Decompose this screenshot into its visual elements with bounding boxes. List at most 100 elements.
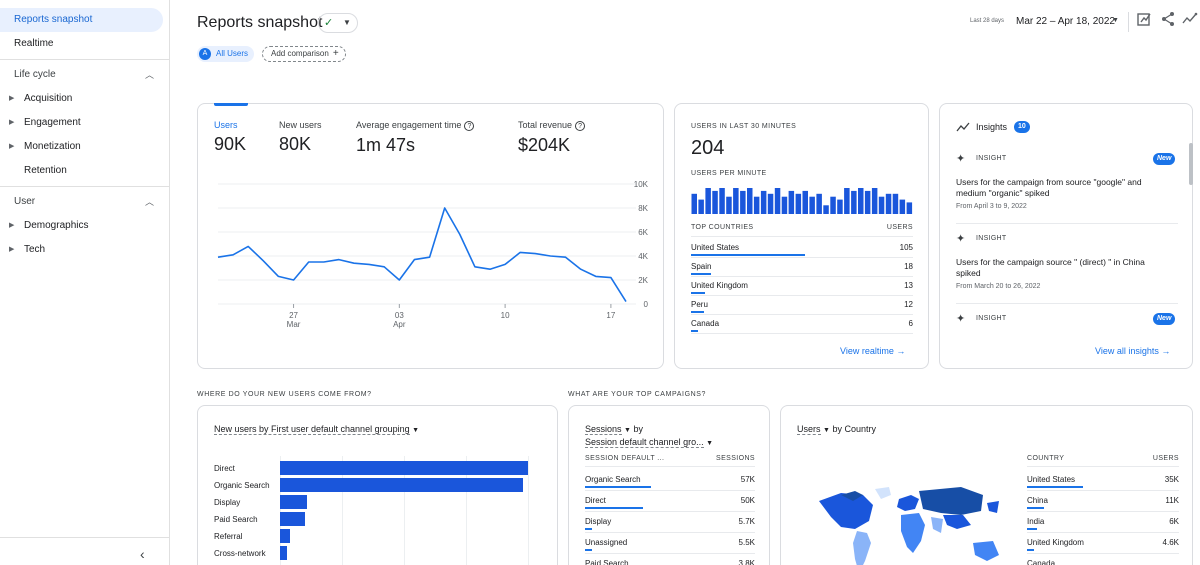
sidebar-section-lifecycle[interactable]: Life cycle ︿ (0, 63, 170, 87)
metric-label: Average engagement time (356, 120, 462, 130)
per-minute-bar[interactable] (823, 205, 829, 214)
channel-bar[interactable] (280, 461, 528, 475)
table-divider (585, 466, 755, 467)
per-minute-bar[interactable] (733, 188, 739, 214)
help-icon[interactable]: ? (464, 120, 475, 131)
channel-bar[interactable] (280, 495, 308, 509)
country-name: United Kingdom (1027, 538, 1084, 547)
per-minute-bar[interactable] (767, 193, 774, 214)
sidebar-item-engagement[interactable]: ▶ Engagement (0, 111, 170, 135)
table-row[interactable]: India 6K (1027, 516, 1179, 536)
table-row[interactable]: Canada 6 (691, 318, 913, 336)
campaign-name: Unassigned (585, 538, 628, 547)
per-minute-bar[interactable] (691, 193, 698, 214)
per-minute-bar[interactable] (719, 188, 725, 214)
per-minute-bar[interactable] (726, 196, 732, 214)
insights-card: Insights 10 ✦ INSIGHT New Users for the … (939, 103, 1193, 369)
sidebar-item-tech[interactable]: ▶ Tech (0, 238, 170, 262)
table-row[interactable]: Organic Search 57K (585, 474, 755, 494)
per-minute-bar[interactable] (858, 188, 864, 214)
table-row[interactable]: Direct 50K (585, 495, 755, 515)
per-minute-bar[interactable] (774, 188, 781, 214)
per-minute-bar[interactable] (885, 193, 892, 214)
new-users-dimension-dropdown[interactable]: New users by First user default channel … (214, 424, 419, 435)
share-icon[interactable] (1160, 11, 1178, 31)
table-row[interactable]: China 11K (1027, 495, 1179, 515)
insight-text[interactable]: Users for the campaign source " (direct)… (956, 257, 1145, 278)
sidebar-item-demographics[interactable]: ▶ Demographics (0, 214, 170, 238)
sidebar-section-user[interactable]: User ︿ (0, 190, 170, 214)
help-icon[interactable]: ? (575, 120, 586, 131)
per-minute-bar[interactable] (830, 196, 836, 214)
per-minute-bar[interactable] (837, 199, 843, 214)
per-minute-bar[interactable] (781, 196, 788, 214)
row-divider (1027, 511, 1179, 512)
x-tick-label: 27 (289, 311, 298, 320)
table-row[interactable]: United Kingdom 4.6K (1027, 537, 1179, 557)
table-row[interactable]: Display 5.7K (585, 516, 755, 536)
channel-bar[interactable] (280, 478, 523, 492)
insights-scrollbar[interactable] (1189, 143, 1193, 185)
per-minute-bar[interactable] (760, 190, 767, 214)
table-row[interactable]: Peru 12 (691, 299, 913, 317)
collapse-sidebar-icon[interactable]: ‹ (140, 546, 145, 562)
campaign-name: Direct (585, 496, 606, 505)
insights-trend-icon[interactable] (1182, 11, 1200, 31)
table-row[interactable]: Canada (1027, 558, 1179, 565)
channel-bar[interactable] (280, 512, 305, 526)
metric-total-revenue[interactable]: Total revenue? $204K (518, 120, 586, 156)
per-minute-bar[interactable] (705, 188, 711, 214)
per-minute-bar[interactable] (892, 193, 899, 214)
per-minute-bar[interactable] (802, 190, 809, 214)
overview-card: Users 90K New users 80K Average engageme… (197, 103, 664, 369)
per-minute-bar[interactable] (864, 190, 871, 214)
date-range-picker[interactable]: Mar 22 – Apr 18, 2022 (1016, 16, 1115, 27)
sidebar-item-reports-snapshot[interactable]: Reports snapshot (0, 8, 163, 32)
users-series-line[interactable] (217, 207, 627, 303)
per-minute-bar[interactable] (899, 199, 906, 214)
per-minute-bar[interactable] (747, 188, 753, 214)
per-minute-bar[interactable] (740, 190, 746, 214)
per-minute-bar[interactable] (753, 196, 760, 214)
sidebar-item-monetization[interactable]: ▶ Monetization (0, 135, 170, 159)
country-metric-dropdown[interactable]: Users ▼ by Country (797, 424, 876, 435)
dropdown-label: New users by First user default channel … (214, 424, 410, 435)
per-minute-bar[interactable] (871, 188, 878, 214)
report-status-dropdown[interactable]: ✓ ▼ (318, 13, 358, 33)
view-all-insights-link[interactable]: View all insights → (1095, 346, 1170, 356)
sidebar-item-acquisition[interactable]: ▶ Acquisition (0, 87, 170, 111)
add-comparison-button[interactable]: Add comparison + (262, 46, 346, 62)
per-minute-bar[interactable] (851, 190, 857, 214)
table-row[interactable]: Spain 18 (691, 261, 913, 279)
channel-bar[interactable] (280, 529, 290, 543)
x-tick-month: Apr (393, 320, 406, 329)
per-minute-bar[interactable] (816, 193, 822, 214)
per-minute-bar[interactable] (712, 190, 718, 214)
table-row[interactable]: Unassigned 5.5K (585, 537, 755, 557)
metric-new-users[interactable]: New users 80K (279, 120, 322, 155)
channel-bar[interactable] (280, 546, 288, 560)
session-dimension-dropdown[interactable]: Session default channel gro... ▼ (585, 437, 713, 448)
edit-report-icon[interactable] (1136, 11, 1154, 31)
per-minute-bar[interactable] (788, 190, 795, 214)
per-minute-bar[interactable] (906, 202, 913, 214)
per-minute-bar[interactable] (809, 196, 815, 214)
all-users-chip[interactable]: A All Users (197, 46, 255, 62)
caret-down-icon[interactable]: ▼ (1112, 17, 1119, 24)
view-realtime-link[interactable]: View realtime → (840, 346, 905, 356)
insight-text[interactable]: Users for the campaign from source "goog… (956, 177, 1142, 198)
per-minute-bar[interactable] (878, 196, 885, 214)
table-row[interactable]: United States 105 (691, 242, 913, 260)
sidebar-item-retention[interactable]: Retention (0, 159, 170, 183)
per-minute-bar[interactable] (795, 193, 802, 214)
table-row[interactable]: United States 35K (1027, 474, 1179, 494)
per-minute-bar[interactable] (844, 188, 850, 214)
world-map (819, 487, 999, 565)
metric-engagement-time[interactable]: Average engagement time? 1m 47s (356, 120, 475, 156)
table-row[interactable]: Paid Search 3.8K (585, 558, 755, 565)
metric-users[interactable]: Users 90K (214, 120, 246, 155)
table-row[interactable]: United Kingdom 13 (691, 280, 913, 298)
sessions-metric-dropdown[interactable]: Sessions ▼ by (585, 424, 643, 435)
sidebar-item-realtime[interactable]: Realtime (14, 38, 54, 49)
per-minute-bar[interactable] (698, 199, 704, 214)
